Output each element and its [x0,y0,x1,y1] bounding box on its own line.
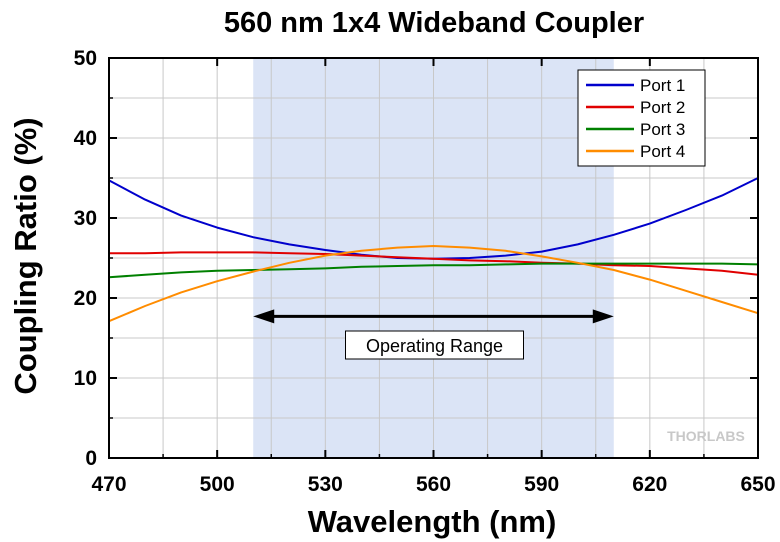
x-tick-label: 500 [200,473,235,496]
x-tick-label: 620 [632,473,667,496]
operating-range-label: Operating Range [366,336,503,356]
series-line-port-2 [109,251,759,276]
series-line-port-3 [108,262,759,279]
y-tick-label: 50 [74,47,97,70]
y-tick-label: 40 [74,127,97,150]
x-axis-label: Wavelength (nm) [308,504,557,539]
thorlabs-logo: THORLABS [667,428,745,444]
operating-range-label-box [345,330,524,360]
x-tick-label: 470 [91,473,126,496]
chart-title: 560 nm 1x4 Wideband Coupler [224,7,644,39]
y-axis-label: Coupling Ratio (%) [8,117,43,394]
x-tick-label: 530 [308,473,343,496]
legend-label-port-3: Port 3 [640,120,685,139]
y-tick-label: 30 [74,207,97,230]
legend-label-port-4: Port 4 [640,142,685,161]
y-tick-label: 20 [74,287,97,310]
operating-range-arrowhead-right [592,309,614,324]
y-tick-label: 0 [85,447,97,470]
x-tick-label: 650 [740,473,775,496]
x-tick-label: 590 [524,473,559,496]
series-line-port-4 [108,245,759,323]
x-tick-label: 560 [416,473,451,496]
operating-range-arrowhead-left [253,309,275,324]
legend-label-port-2: Port 2 [640,98,685,117]
legend-label-port-1: Port 1 [640,76,685,95]
y-tick-label: 10 [74,367,97,390]
